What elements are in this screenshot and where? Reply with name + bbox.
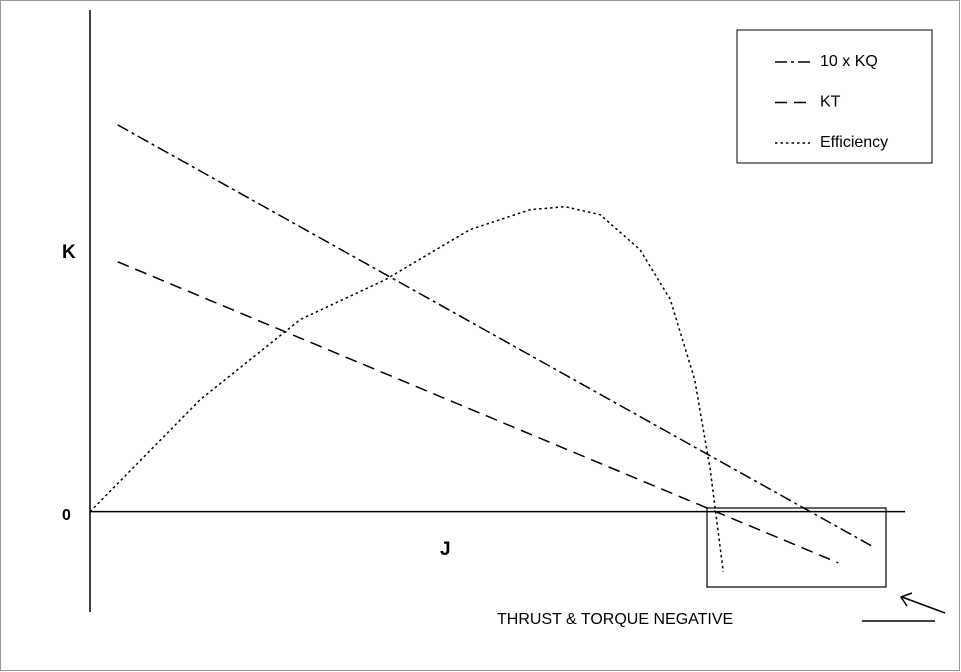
x-axis-label: J bbox=[440, 539, 451, 560]
legend bbox=[736, 29, 933, 164]
arrow-head bbox=[899, 592, 913, 607]
legend-label: 10 x KQ bbox=[820, 53, 878, 70]
annotation-arrow bbox=[901, 596, 946, 614]
legend-label: KT bbox=[820, 94, 841, 111]
legend-label: Efficiency bbox=[820, 134, 888, 151]
annotation: THRUST & TORQUE NEGATIVE bbox=[497, 611, 733, 628]
series-line bbox=[117, 261, 839, 564]
series-line bbox=[117, 124, 874, 548]
negative-region bbox=[706, 507, 887, 588]
y-tick-label: 0 bbox=[62, 507, 71, 524]
y-axis-label: K bbox=[62, 242, 76, 263]
